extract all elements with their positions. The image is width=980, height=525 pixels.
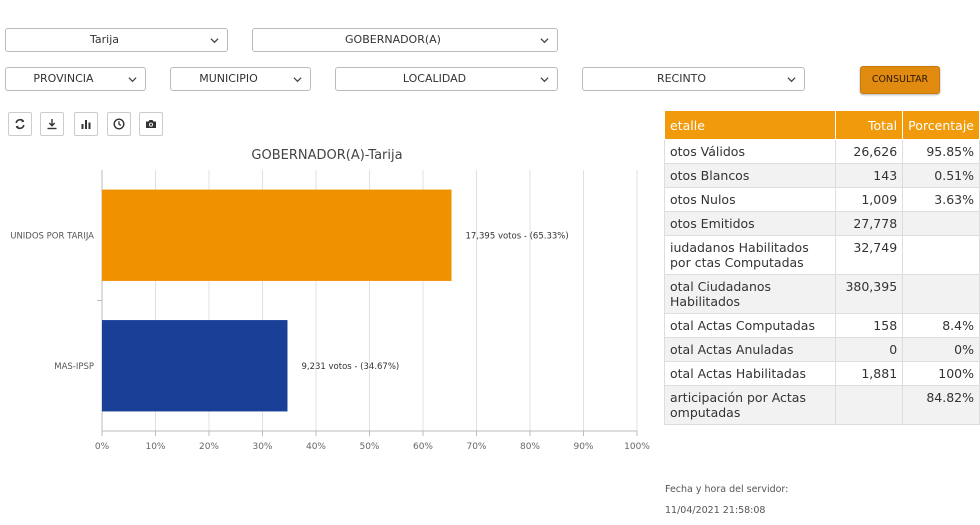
x-tick-label: 70%	[466, 442, 486, 452]
table-row: otos Nulos 1,009 3.63%	[663, 187, 980, 212]
consultar-button[interactable]: CONSULTAR	[860, 66, 940, 94]
row-label: otal Actas Habilitadas	[663, 361, 837, 386]
table-row: otal Actas Anuladas 0 0%	[663, 337, 980, 362]
table-row: articipación por Actas omputadas 84.82%	[663, 385, 980, 425]
municipio-select[interactable]: MUNICIPIO	[170, 67, 311, 91]
refresh-button[interactable]	[8, 112, 32, 136]
row-label: otal Actas Anuladas	[663, 337, 837, 362]
row-percent: 100%	[902, 361, 980, 386]
x-tick-label: 40%	[306, 442, 326, 452]
table-row: otos Válidos 26,626 95.85%	[663, 139, 980, 164]
chart-title: GOBERNADOR(A)-Tarija	[251, 148, 402, 163]
row-total: 380,395	[835, 274, 904, 314]
x-tick-label: 30%	[252, 442, 272, 452]
server-time-label: Fecha y hora del servidor:	[665, 484, 789, 495]
row-label: iudadanos Habilitados por ctas Computada…	[663, 235, 837, 275]
x-tick-label: 10%	[145, 442, 165, 452]
cargo-select[interactable]: GOBERNADOR(A)	[252, 28, 558, 52]
x-tick-label: 80%	[520, 442, 540, 452]
chevron-down-icon	[787, 77, 796, 83]
row-label: otal Actas Computadas	[663, 313, 837, 338]
x-tick-label: 100%	[624, 442, 650, 452]
detalle-header: etalle	[663, 110, 837, 140]
row-label: otos Emitidos	[663, 211, 837, 236]
row-total: 32,749	[835, 235, 904, 275]
refresh-icon	[15, 118, 25, 130]
row-total: 0	[835, 337, 904, 362]
download-button[interactable]	[40, 112, 64, 136]
row-percent: 3.63%	[902, 187, 980, 212]
row-total: 143	[835, 163, 904, 188]
bar	[102, 189, 452, 281]
row-percent: 95.85%	[902, 139, 980, 164]
row-total: 26,626	[835, 139, 904, 164]
table-row: otal Actas Habilitadas 1,881 100%	[663, 361, 980, 386]
x-tick-label: 50%	[359, 442, 379, 452]
history-button[interactable]	[107, 112, 131, 136]
row-total: 1,009	[835, 187, 904, 212]
departamento-select[interactable]: Tarija	[5, 28, 228, 52]
porcentaje-header: Porcentaje	[902, 110, 980, 140]
chevron-down-icon	[210, 38, 219, 44]
table-header-row: etalle Total Porcentaje	[663, 110, 980, 140]
row-percent	[902, 211, 980, 236]
cargo-value: GOBERNADOR(A)	[345, 33, 441, 46]
bar	[102, 320, 288, 412]
chevron-down-icon	[128, 77, 137, 83]
bar-chart-icon	[81, 120, 91, 129]
table-row: otal Actas Computadas 158 8.4%	[663, 313, 980, 338]
category-label: UNIDOS POR TARIJA	[10, 231, 94, 241]
x-tick-label: 90%	[573, 442, 593, 452]
chevron-down-icon	[540, 77, 549, 83]
row-percent: 0.51%	[902, 163, 980, 188]
download-icon	[47, 119, 57, 130]
chevron-down-icon	[540, 38, 549, 44]
row-total: 1,881	[835, 361, 904, 386]
row-label: otos Blancos	[663, 163, 837, 188]
localidad-select[interactable]: LOCALIDAD	[335, 67, 558, 91]
row-percent: 84.82%	[902, 385, 980, 425]
clock-icon	[113, 118, 125, 130]
localidad-value: LOCALIDAD	[402, 72, 467, 85]
camera-icon	[146, 120, 156, 128]
row-percent	[902, 274, 980, 314]
row-percent	[902, 235, 980, 275]
server-time-value: 11/04/2021 21:58:08	[665, 505, 766, 516]
snapshot-button[interactable]	[139, 112, 163, 136]
municipio-value: MUNICIPIO	[199, 72, 258, 85]
data-label: 9,231 votos - (34.67%)	[301, 362, 399, 372]
recinto-select[interactable]: RECINTO	[582, 67, 805, 91]
data-label: 17,395 votos - (65.33%)	[466, 231, 569, 241]
row-label: otos Válidos	[663, 139, 837, 164]
row-total: 158	[835, 313, 904, 338]
provincia-select[interactable]: PROVINCIA	[5, 67, 146, 91]
row-label: otal Ciudadanos Habilitados	[663, 274, 837, 314]
chevron-down-icon	[293, 77, 302, 83]
recinto-value: RECINTO	[656, 72, 707, 85]
table-row: iudadanos Habilitados por ctas Computada…	[663, 235, 980, 275]
row-percent: 8.4%	[902, 313, 980, 338]
x-tick-label: 0%	[95, 442, 110, 452]
table-row: otos Blancos 143 0.51%	[663, 163, 980, 188]
row-total	[835, 385, 904, 425]
provincia-value: PROVINCIA	[33, 72, 94, 85]
chart-type-button[interactable]	[74, 112, 98, 136]
row-label: articipación por Actas omputadas	[663, 385, 837, 425]
table-row: otos Emitidos 27,778	[663, 211, 980, 236]
x-tick-label: 20%	[199, 442, 219, 452]
row-percent: 0%	[902, 337, 980, 362]
total-header: Total	[835, 110, 904, 140]
category-label: MAS-IPSP	[54, 362, 94, 372]
bar-chart: GOBERNADOR(A)-Tarija 0% 10% 20% 30% 40% 50% 60…	[10, 148, 650, 452]
results-table: etalle Total Porcentaje otos Válidos 26,6…	[663, 110, 980, 425]
x-tick-label: 60%	[413, 442, 433, 452]
row-label: otos Nulos	[663, 187, 837, 212]
table-row: otal Ciudadanos Habilitados 380,395	[663, 274, 980, 314]
row-total: 27,778	[835, 211, 904, 236]
departamento-value: Tarija	[89, 33, 119, 46]
